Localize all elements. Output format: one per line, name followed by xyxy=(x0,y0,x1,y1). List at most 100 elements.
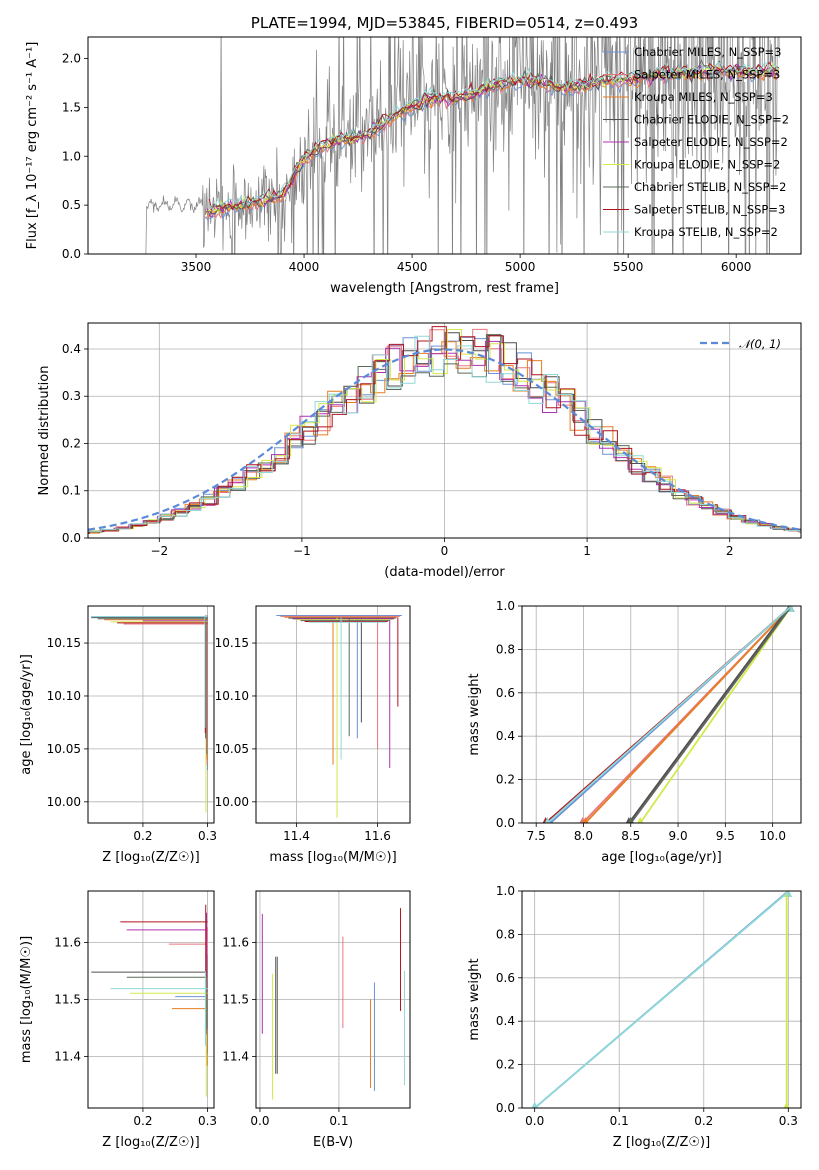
y-tick-label: 0.6 xyxy=(496,971,515,985)
x-tick-label: 0.3 xyxy=(779,1114,798,1128)
cumulative-line xyxy=(584,606,793,823)
y-tick-label: 11.4 xyxy=(222,1050,249,1064)
y-tick-label: 11.6 xyxy=(222,935,249,949)
mass-vs-EBV-panel: 0.0 0.1 11.4 11.5 11.6 E(B-V) xyxy=(222,890,411,1150)
mass-vs-Z-panel: 0.2 0.3 11.4 11.5 11.6 Z [log₁₀(Z/Z☉)] mass [l… xyxy=(19,890,217,1150)
x-tick-label: 0.2 xyxy=(133,829,152,843)
age-vs-Z-panel: 0.2 0.3 10.00 10.05 10.10 10.15 Z [log₁₀(Z/Z☉)… xyxy=(19,605,217,865)
x-axis-label: wavelength [Angstrom, rest frame] xyxy=(330,281,559,296)
x-tick-label: 7.5 xyxy=(527,829,546,843)
x-tick-label: 5500 xyxy=(613,260,644,274)
y-tick-label: 11.5 xyxy=(54,993,81,1007)
y-tick-label: 10.05 xyxy=(47,742,81,756)
cumulative-line xyxy=(534,891,790,1108)
y-tick-label: 1.0 xyxy=(62,149,81,163)
x-axis-label: Z [log₁₀(Z/Z☉)] xyxy=(102,1135,199,1150)
histogram-series xyxy=(88,334,801,534)
model-spectrum-line xyxy=(207,62,779,215)
x-tick-label: 9.5 xyxy=(716,829,735,843)
y-axis-label: mass weight xyxy=(467,958,482,1040)
x-tick-label: 0 xyxy=(441,544,449,558)
legend-label: Chabrier MILES, N_SSP=3 xyxy=(634,45,781,59)
x-tick-label: −2 xyxy=(150,544,168,558)
x-tick-label: 4000 xyxy=(289,260,320,274)
x-axis-label: age [log₁₀(age/yr)] xyxy=(601,850,722,865)
histogram-series xyxy=(88,332,801,534)
y-tick-label: 0.6 xyxy=(496,686,515,700)
y-tick-label: 10.10 xyxy=(215,689,249,703)
legend-label: Salpeter STELIB, N_SSP=3 xyxy=(634,203,785,217)
end-marker xyxy=(786,891,793,897)
model-spectrum-line xyxy=(206,63,779,217)
y-tick-label: 0.4 xyxy=(62,342,81,356)
legend-label: Kroupa MILES, N_SSP=3 xyxy=(634,90,773,104)
x-tick-label: 0.2 xyxy=(694,1114,713,1128)
model-spectrum-line xyxy=(205,67,779,219)
x-tick-label: 0.1 xyxy=(610,1114,629,1128)
y-tick-label: 10.00 xyxy=(215,795,249,809)
x-axis-label: Z [log₁₀(Z/Z☉)] xyxy=(102,850,199,865)
legend-label: Chabrier ELODIE, N_SSP=2 xyxy=(634,113,789,127)
y-tick-label: 11.4 xyxy=(54,1050,81,1064)
normal-curve-line xyxy=(88,348,801,531)
cumulative-age-panel: 7.5 8.0 8.5 9.0 9.5 10.0 0.0 0.2 0.4 0.6 0.8 1.0 age… xyxy=(467,599,802,865)
y-axis-label: age [log₁₀(age/yr)] xyxy=(19,654,34,775)
y-tick-label: 2.0 xyxy=(62,52,81,66)
x-tick-label: 3500 xyxy=(181,260,212,274)
x-tick-label: 0.0 xyxy=(525,1114,544,1128)
y-tick-label: 0.4 xyxy=(496,729,515,743)
x-tick-label: 9.0 xyxy=(669,829,688,843)
y-axis-label: mass weight xyxy=(467,673,482,755)
y-tick-label: 1.0 xyxy=(496,599,515,613)
y-tick-label: 0.0 xyxy=(62,531,81,545)
histogram-series xyxy=(88,328,801,535)
x-tick-label: 8.5 xyxy=(621,829,640,843)
legend-label: Chabrier STELIB, N_SSP=2 xyxy=(634,180,786,194)
y-tick-label: 11.6 xyxy=(54,935,81,949)
x-tick-label: 8.0 xyxy=(574,829,593,843)
spectrum-frame xyxy=(87,36,802,255)
y-tick-label: 10.00 xyxy=(47,795,81,809)
legend-label: 𝒩(0, 1) xyxy=(739,337,781,351)
x-tick-label: −1 xyxy=(293,544,311,558)
x-tick-label: 2 xyxy=(726,544,734,558)
legend-label: Kroupa STELIB, N_SSP=2 xyxy=(634,225,778,239)
spectrum-panel: 3500 4000 4500 5000 5500 6000 0.0 0.5 1.0 1.5 2.0 P… xyxy=(25,14,802,296)
observed-spectrum-line xyxy=(142,37,780,254)
x-tick-label: 0.2 xyxy=(133,1114,152,1128)
cumulative-Z-frame xyxy=(521,890,802,1109)
x-tick-label: 4500 xyxy=(397,260,428,274)
end-marker xyxy=(788,606,795,612)
start-marker xyxy=(544,817,551,823)
start-marker xyxy=(531,1102,538,1108)
age-vs-mass-panel: 11.4 11.6 10.00 10.05 10.10 10.15 mass [log₁₀(… xyxy=(215,605,411,865)
y-axis-label: mass [log₁₀(M/M☉)] xyxy=(19,936,34,1063)
x-tick-label: 0.1 xyxy=(329,1114,348,1128)
start-marker xyxy=(637,817,644,823)
y-tick-label: 1.5 xyxy=(62,100,81,114)
y-tick-label: 10.15 xyxy=(47,636,81,650)
cumulative-line xyxy=(546,606,793,823)
x-tick-label: 5000 xyxy=(505,260,536,274)
y-tick-label: 0.2 xyxy=(62,436,81,450)
legend-label: Salpeter MILES, N_SSP=3 xyxy=(634,68,780,82)
histogram-series xyxy=(88,329,801,534)
legend-label: Salpeter ELODIE, N_SSP=2 xyxy=(634,135,788,149)
cumulative-line xyxy=(628,606,791,823)
x-axis-label: mass [log₁₀(M/M☉)] xyxy=(269,850,396,865)
cumulative-line xyxy=(639,606,793,823)
mass-vs-Z-frame xyxy=(87,890,215,1109)
x-axis-label: E(B-V) xyxy=(313,1135,353,1150)
start-marker xyxy=(582,817,589,823)
cumulative-age-frame xyxy=(521,605,802,824)
residuals-frame xyxy=(87,322,802,539)
y-tick-label: 0.2 xyxy=(496,1058,515,1072)
y-tick-label: 0.0 xyxy=(62,247,81,261)
y-tick-label: 0.3 xyxy=(62,389,81,403)
start-marker xyxy=(627,817,634,823)
x-tick-label: 6000 xyxy=(721,260,752,274)
age-vs-mass-frame xyxy=(255,605,411,824)
x-tick-label: 11.4 xyxy=(283,829,310,843)
x-axis-label: (data-model)/error xyxy=(384,565,505,580)
